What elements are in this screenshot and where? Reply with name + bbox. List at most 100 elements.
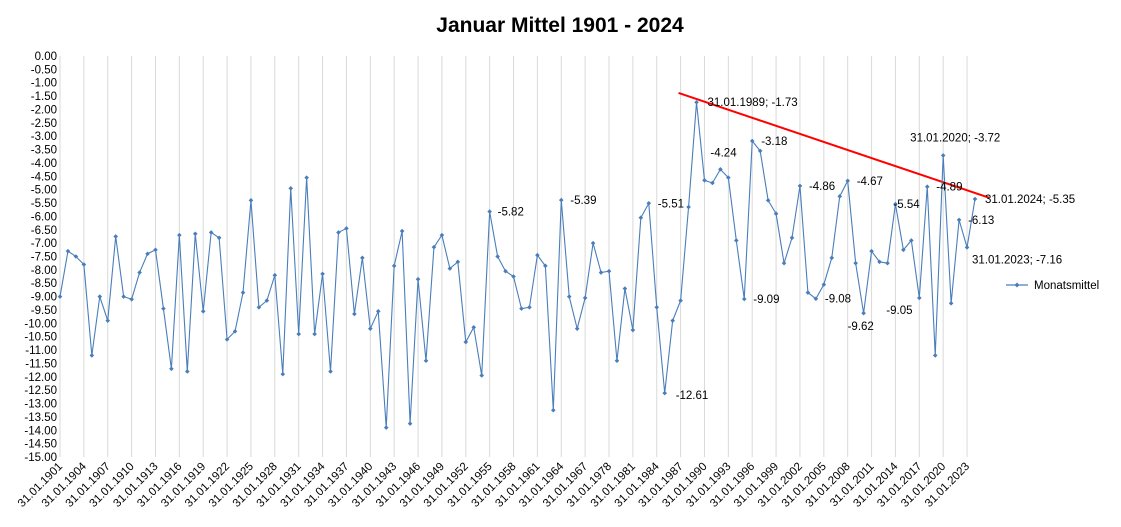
data-point bbox=[781, 260, 787, 266]
data-point bbox=[678, 298, 683, 303]
data-point bbox=[789, 235, 795, 241]
data-point bbox=[574, 326, 580, 331]
data-label: 31.01.1989; -1.73 bbox=[708, 97, 798, 109]
y-tick-label: -0.50 bbox=[31, 64, 57, 76]
y-tick-label: -8.00 bbox=[31, 265, 57, 277]
data-point bbox=[940, 153, 946, 158]
trend-line-group bbox=[678, 91, 990, 199]
data-point bbox=[606, 268, 612, 274]
y-tick-label: -2.50 bbox=[31, 118, 57, 130]
data-label: -5.39 bbox=[570, 195, 596, 207]
y-tick-label: -3.50 bbox=[31, 145, 57, 157]
data-point bbox=[455, 259, 461, 265]
data-point bbox=[65, 248, 71, 254]
y-tick-label: -14.00 bbox=[24, 425, 57, 437]
data-point bbox=[185, 369, 190, 374]
data-point bbox=[519, 306, 524, 311]
y-tick-label: -13.50 bbox=[24, 412, 57, 424]
data-label: -4.67 bbox=[857, 176, 883, 188]
data-point bbox=[471, 325, 477, 330]
data-point bbox=[511, 274, 516, 279]
data-point bbox=[415, 276, 421, 282]
data-point bbox=[749, 138, 755, 144]
data-point bbox=[479, 373, 484, 378]
data-point bbox=[375, 309, 381, 314]
data-label: -3.18 bbox=[761, 136, 787, 148]
data-point bbox=[264, 298, 270, 303]
data-point bbox=[145, 251, 150, 257]
series-group bbox=[57, 99, 978, 430]
data-point bbox=[232, 329, 238, 334]
data-point bbox=[447, 266, 453, 271]
data-point bbox=[901, 247, 906, 253]
y-tick-label: -8.50 bbox=[31, 278, 57, 290]
y-tick-label: -4.50 bbox=[31, 171, 57, 183]
data-point bbox=[535, 252, 540, 258]
data-label: 31.01.2024; -5.35 bbox=[985, 194, 1075, 206]
data-label: 31.01.2020; -3.72 bbox=[910, 132, 1000, 144]
legend: Monatsmittel bbox=[1006, 280, 1099, 292]
data-point bbox=[893, 201, 898, 207]
data-point bbox=[121, 294, 126, 299]
data-point bbox=[694, 99, 699, 105]
data-point bbox=[805, 290, 811, 295]
data-point bbox=[638, 215, 644, 221]
y-tick-label: -3.00 bbox=[31, 131, 57, 143]
y-tick-label: -1.00 bbox=[31, 78, 57, 90]
data-point bbox=[137, 270, 142, 275]
y-tick-label: -5.50 bbox=[31, 198, 57, 210]
data-point bbox=[773, 211, 779, 217]
data-point bbox=[503, 268, 508, 274]
y-tick-label: -5.00 bbox=[31, 185, 57, 197]
y-tick-label: -10.50 bbox=[24, 332, 57, 344]
series-line bbox=[59, 102, 976, 428]
y-tick-label: -1.50 bbox=[31, 91, 57, 103]
data-point bbox=[686, 204, 691, 210]
data-point bbox=[495, 254, 500, 259]
data-point bbox=[296, 331, 301, 337]
data-point bbox=[320, 271, 325, 277]
data-point bbox=[964, 245, 970, 250]
data-point bbox=[582, 295, 588, 301]
data-point bbox=[208, 230, 214, 235]
data-point bbox=[352, 311, 357, 317]
data-point bbox=[566, 294, 572, 299]
y-tick-label: -13.00 bbox=[24, 399, 57, 411]
y-tick-label: -11.00 bbox=[25, 345, 57, 357]
data-point bbox=[423, 358, 429, 364]
chart-title: Januar Mittel 1901 - 2024 bbox=[436, 14, 684, 37]
data-point bbox=[861, 310, 866, 316]
data-point bbox=[741, 296, 747, 302]
y-tick-label: -4.00 bbox=[31, 158, 57, 170]
y-tick-label: -10.00 bbox=[24, 318, 57, 330]
y-tick-label: -2.00 bbox=[31, 104, 57, 116]
data-label: -5.82 bbox=[498, 207, 524, 219]
data-point bbox=[845, 178, 850, 184]
data-point bbox=[813, 296, 819, 302]
legend-label: Monatsmittel bbox=[1034, 280, 1099, 292]
data-point bbox=[734, 238, 739, 243]
data-point bbox=[97, 294, 103, 299]
data-point bbox=[598, 270, 604, 275]
data-label: -9.08 bbox=[825, 294, 851, 306]
data-point bbox=[360, 255, 365, 261]
data-point bbox=[57, 294, 63, 299]
data-point bbox=[885, 260, 890, 266]
data-label: -9.05 bbox=[886, 305, 912, 317]
trend-line bbox=[678, 91, 990, 199]
data-point bbox=[105, 318, 111, 323]
data-point bbox=[304, 175, 309, 180]
data-point bbox=[161, 306, 166, 311]
grid-lines bbox=[59, 56, 968, 457]
data-point bbox=[463, 339, 469, 345]
data-point bbox=[240, 290, 246, 295]
data-point bbox=[702, 178, 707, 183]
data-point bbox=[726, 175, 731, 180]
y-tick-label: -6.00 bbox=[31, 211, 57, 223]
y-tick-label: -9.50 bbox=[31, 305, 57, 317]
data-point bbox=[73, 254, 79, 259]
y-tick-label: -6.50 bbox=[31, 225, 57, 237]
data-point bbox=[89, 353, 95, 358]
data-point bbox=[288, 186, 294, 191]
data-point bbox=[622, 286, 628, 291]
